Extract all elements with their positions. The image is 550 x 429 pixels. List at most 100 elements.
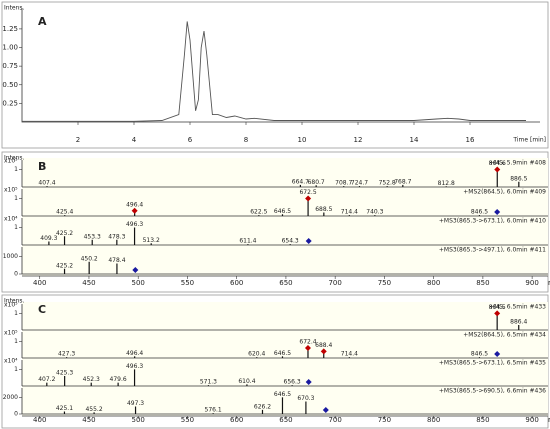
peak-label: 864.5 [489, 304, 506, 311]
row-title: +MS3(865.3->673.1), 6.0min #410 [439, 218, 546, 225]
x-tick-label: 600 [230, 416, 243, 424]
peak-label: 724.7 [351, 180, 368, 187]
peak-label: 611.4 [239, 238, 256, 245]
y-tick-label: 0 [14, 271, 18, 278]
x-tick-label: 6 [188, 136, 193, 144]
peak-label: 425.4 [56, 209, 73, 216]
x-tick-label: 500 [132, 279, 145, 287]
x-tick-label: 400 [33, 279, 46, 287]
plot-area [22, 302, 548, 416]
x-tick-label: 700 [328, 279, 341, 287]
peak-label: 497.3 [127, 400, 144, 407]
y-tick-label: 1 [14, 338, 18, 345]
row-title: +MS, 5.9min #408 [489, 160, 546, 167]
peak-label: 672.5 [299, 189, 316, 196]
peak-label: 812.8 [438, 180, 455, 187]
panel-label: A [38, 15, 47, 28]
x-tick-label: 550 [181, 416, 194, 424]
row-scale: x10⁵ [4, 330, 18, 337]
y-axis-label: Intens. [4, 298, 25, 305]
peak-label: 886.5 [510, 175, 527, 182]
y-tick-label: 1.25 [2, 25, 18, 33]
y-tick-label: 1.00 [2, 44, 18, 52]
y-tick-label: 1 [14, 195, 18, 202]
peak-label: 886.4 [510, 319, 527, 326]
peak-label: 407.2 [38, 376, 55, 383]
peak-label: 688.4 [315, 342, 332, 349]
x-tick-label: 650 [279, 416, 292, 424]
x-tick-label: 700 [328, 416, 341, 424]
chromatogram-line [22, 21, 526, 122]
x-tick-label: 2 [76, 136, 80, 144]
x-tick-label: 450 [82, 416, 95, 424]
x-tick-label: 12 [354, 136, 363, 144]
peak-label: 425.1 [56, 405, 73, 412]
peak-label: 610.4 [238, 378, 255, 385]
peak-label: 571.3 [200, 379, 217, 386]
x-tick-label: 4 [132, 136, 137, 144]
x-axis-label: m/z [548, 279, 550, 287]
peak-label: 409.3 [40, 235, 57, 242]
peak-label: 425.3 [56, 370, 73, 377]
peak-label: 864.6 [489, 160, 506, 167]
peak-label: 455.2 [85, 406, 102, 413]
peak-label: 496.4 [126, 201, 143, 208]
highlight-marker [305, 195, 312, 202]
peak-label: 479.6 [110, 376, 127, 383]
x-tick-label: 800 [427, 279, 440, 287]
peak-label: 407.4 [38, 180, 55, 187]
peak-label: 688.5 [315, 206, 332, 213]
row-scale: x10⁵ [4, 302, 18, 309]
row-scale: x10⁵ [4, 158, 18, 165]
x-tick-label: 16 [466, 136, 475, 144]
peak-label: 654.3 [282, 238, 299, 245]
y-tick-label: 0.25 [2, 99, 18, 107]
highlight-marker [494, 166, 501, 173]
x-tick-label: 900 [525, 416, 538, 424]
x-tick-label: 600 [230, 279, 243, 287]
x-tick-label: 8 [244, 136, 248, 144]
x-tick-label: 400 [33, 416, 46, 424]
y-axis-label: Intens. [4, 155, 25, 162]
y-tick-label: 0.75 [2, 62, 18, 70]
x-tick-label: 750 [378, 279, 391, 287]
y-tick-label: 1 [14, 224, 18, 231]
x-tick-label: 450 [82, 279, 95, 287]
peak-label: 714.4 [341, 351, 358, 358]
panel-label: B [38, 160, 46, 173]
peak-label: 450.2 [81, 255, 98, 262]
peak-label: 425.2 [56, 262, 73, 269]
peak-label: 768.7 [394, 178, 411, 185]
peak-label: 478.4 [108, 257, 125, 264]
precursor-marker [132, 267, 139, 273]
x-axis-label: Time [min] [512, 137, 546, 144]
peak-label: 496.4 [126, 350, 143, 357]
peak-label: 752.8 [379, 180, 396, 187]
peak-label: 478.3 [108, 233, 125, 240]
precursor-marker [305, 238, 312, 244]
highlight-marker [304, 345, 311, 351]
peak-label: 670.3 [297, 395, 314, 402]
x-tick-label: 650 [279, 279, 292, 287]
peak-label: 576.1 [205, 407, 222, 414]
x-tick-label: 10 [298, 136, 307, 144]
peak-label: 427.3 [58, 351, 75, 358]
row-scale: x10⁵ [4, 187, 18, 194]
panel-frame [1, 1, 549, 149]
x-tick-label: 14 [410, 136, 419, 144]
y-tick-label: 0.50 [2, 81, 18, 89]
peak-label: 714.4 [341, 209, 358, 216]
y-tick-label: 1 [14, 310, 18, 317]
row-title: +MS2(864.5), 6.5min #434 [463, 332, 546, 339]
peak-label: 626.2 [254, 403, 271, 410]
x-tick-label: 850 [476, 416, 489, 424]
peak-label: 656.3 [284, 379, 301, 386]
row-scale: x10⁴ [4, 358, 18, 365]
row-title: +MS3(865.3->497.1), 6.0min #411 [439, 247, 546, 254]
row-title: +MS3(865.5->673.1), 6.5min #435 [439, 360, 546, 367]
peak-label: 846.5 [471, 351, 488, 358]
row-title: +MS, 6.5min #433 [489, 304, 546, 311]
highlight-marker [494, 310, 501, 317]
